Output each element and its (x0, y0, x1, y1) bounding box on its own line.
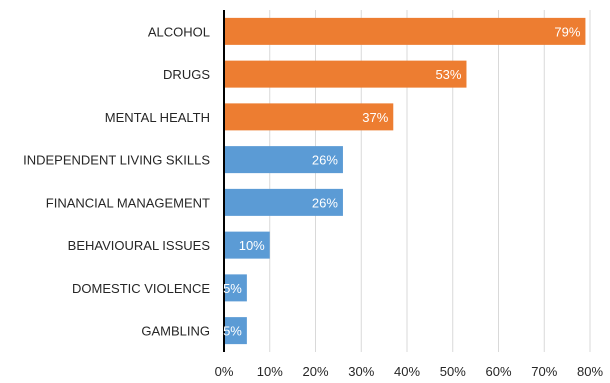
data-label-alcohol: 79% (554, 24, 580, 39)
data-label-gambling: 5% (223, 324, 242, 339)
data-label-behavioural-issues: 10% (239, 238, 265, 253)
bar-behavioural-issues (224, 231, 270, 259)
category-label-financial-management: FINANCIAL MANAGEMENT (46, 195, 210, 210)
category-label-gambling: GAMBLING (141, 324, 210, 339)
data-label-domestic-violence: 5% (223, 281, 242, 296)
x-tick-label-0: 0% (215, 364, 234, 379)
bar-mental-health (224, 103, 394, 131)
bar-independent-living-skills (224, 146, 343, 174)
category-label-domestic-violence: DOMESTIC VIOLENCE (72, 281, 210, 296)
category-label-independent-living-skills: INDEPENDENT LIVING SKILLS (23, 153, 210, 168)
data-label-mental-health: 37% (362, 110, 388, 125)
category-label-behavioural-issues: BEHAVIOURAL ISSUES (68, 238, 211, 253)
x-tick-label-80: 80% (577, 364, 603, 379)
bar-financial-management (224, 188, 343, 216)
x-tick-labels: 0% 10% 20% 30% 40% 50% 60% 70% 80% (215, 364, 604, 379)
x-tick-label-60: 60% (485, 364, 511, 379)
category-labels: ALCOHOL DRUGS MENTAL HEALTH INDEPENDENT LIV… (23, 24, 210, 338)
x-tick-label-50: 50% (440, 364, 466, 379)
x-tick-label-10: 10% (257, 364, 283, 379)
x-tick-label-40: 40% (394, 364, 420, 379)
x-tick-label-70: 70% (531, 364, 557, 379)
x-tick-label-30: 30% (348, 364, 374, 379)
bar-domestic-violence (224, 274, 247, 302)
data-label-drugs: 53% (435, 67, 461, 82)
data-label-independent-living-skills: 26% (312, 153, 338, 168)
category-label-mental-health: MENTAL HEALTH (105, 110, 210, 125)
bars (224, 17, 586, 345)
category-label-alcohol: ALCOHOL (148, 24, 210, 39)
x-tick-label-20: 20% (302, 364, 328, 379)
bar-gambling (224, 317, 247, 345)
data-label-financial-management: 26% (312, 195, 338, 210)
category-label-drugs: DRUGS (163, 67, 210, 82)
bar-drugs (224, 60, 467, 88)
bar-alcohol (224, 17, 586, 45)
data-labels: 79% 53% 37% 26% 26% 10% 5% 5% (223, 24, 581, 338)
